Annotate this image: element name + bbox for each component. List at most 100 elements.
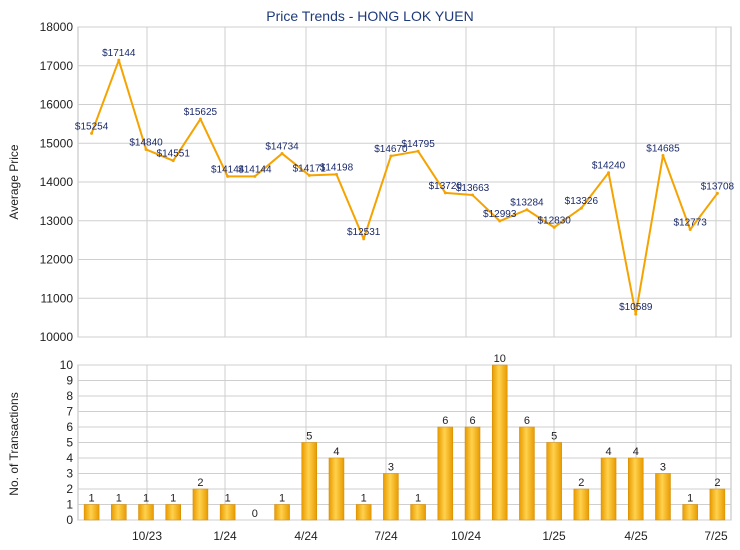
price-data-label: $12773 bbox=[674, 218, 708, 229]
transaction-bar bbox=[219, 504, 236, 521]
transaction-bar bbox=[83, 504, 100, 521]
price-data-label: $14144 bbox=[211, 164, 245, 175]
price-axis-title: Average Price bbox=[7, 144, 21, 219]
price-point bbox=[362, 237, 366, 241]
x-tick-label: 4/24 bbox=[294, 529, 318, 543]
transaction-bar bbox=[410, 504, 426, 521]
transaction-bar bbox=[628, 457, 644, 521]
price-point bbox=[525, 208, 529, 212]
transaction-count-label: 1 bbox=[170, 493, 176, 505]
price-tick-label: 18000 bbox=[40, 20, 74, 34]
price-tick-label: 13000 bbox=[40, 214, 74, 228]
price-tick-label: 12000 bbox=[40, 253, 74, 267]
transaction-count-label: 1 bbox=[361, 493, 367, 505]
price-data-label: $12993 bbox=[483, 209, 517, 220]
price-data-label: $13326 bbox=[565, 196, 599, 207]
price-data-label: $14840 bbox=[129, 137, 163, 148]
price-data-label: $14240 bbox=[592, 161, 626, 172]
price-data-label: $13284 bbox=[510, 198, 544, 209]
price-data-label: $14198 bbox=[320, 162, 354, 173]
transaction-bar bbox=[519, 426, 535, 521]
price-point bbox=[144, 147, 148, 151]
price-point bbox=[715, 191, 719, 195]
transaction-count-label: 2 bbox=[578, 477, 584, 489]
transaction-count-label: 1 bbox=[116, 493, 122, 505]
price-tick-label: 17000 bbox=[40, 59, 74, 73]
price-series-line bbox=[90, 59, 719, 316]
price-point bbox=[552, 225, 556, 229]
price-tick-label: 14000 bbox=[40, 175, 74, 189]
transaction-count-label: 1 bbox=[143, 493, 149, 505]
transactions-tick-label: 4 bbox=[66, 451, 73, 465]
price-data-label: $14144 bbox=[238, 164, 272, 175]
transaction-count-label: 2 bbox=[714, 477, 720, 489]
transaction-bar bbox=[383, 473, 399, 521]
transaction-count-label: 1 bbox=[415, 493, 421, 505]
transaction-bar bbox=[464, 426, 481, 521]
x-tick-label: 4/25 bbox=[624, 529, 648, 543]
price-point bbox=[171, 159, 175, 163]
price-point bbox=[280, 152, 284, 156]
transaction-bar bbox=[709, 488, 726, 521]
transaction-bar bbox=[192, 488, 209, 521]
price-point bbox=[471, 193, 475, 197]
price-data-label: $14171 bbox=[293, 163, 327, 174]
price-data-label: $13720 bbox=[429, 181, 463, 192]
transaction-bar bbox=[111, 504, 127, 521]
price-point bbox=[634, 312, 638, 316]
transactions-tick-label: 6 bbox=[66, 420, 73, 434]
chart-title: Price Trends - HONG LOK YUEN bbox=[266, 8, 473, 24]
transaction-count-label: 10 bbox=[494, 353, 506, 365]
transactions-tick-label: 5 bbox=[66, 436, 73, 450]
transaction-bar bbox=[546, 442, 562, 521]
price-point bbox=[198, 117, 202, 121]
price-point bbox=[416, 149, 420, 153]
price-point bbox=[579, 206, 583, 210]
transaction-bar bbox=[600, 457, 617, 521]
price-point bbox=[226, 174, 230, 178]
transaction-count-label: 6 bbox=[469, 415, 475, 427]
transaction-count-label: 3 bbox=[388, 462, 394, 474]
transaction-bar bbox=[355, 504, 372, 521]
price-tick-label: 10000 bbox=[40, 330, 74, 344]
price-tick-label: 16000 bbox=[40, 98, 74, 112]
transaction-count-label: 4 bbox=[333, 446, 339, 458]
price-point bbox=[334, 172, 338, 176]
transactions-tick-label: 3 bbox=[66, 467, 73, 481]
price-data-label: $15625 bbox=[184, 107, 218, 118]
transactions-tick-label: 1 bbox=[66, 498, 73, 512]
transaction-bar bbox=[328, 457, 345, 521]
price-point bbox=[688, 228, 692, 232]
price-data-label: $14795 bbox=[401, 139, 435, 150]
transaction-bar bbox=[655, 473, 671, 521]
price-data-label: $17144 bbox=[102, 48, 136, 59]
x-tick-label: 1/24 bbox=[213, 529, 237, 543]
price-data-label: $14670 bbox=[374, 144, 408, 155]
transaction-count-label: 5 bbox=[306, 431, 312, 443]
price-line-plot: 10000 11000 12000 13000 14000 15000 16000 17000… bbox=[40, 20, 735, 344]
transaction-bar bbox=[165, 504, 181, 521]
price-point bbox=[90, 131, 94, 135]
transactions-tick-label: 9 bbox=[66, 374, 73, 388]
transaction-bar bbox=[138, 504, 154, 521]
price-data-label: $12531 bbox=[347, 227, 381, 238]
transaction-count-label: 5 bbox=[551, 431, 557, 443]
price-data-label: $13663 bbox=[456, 183, 490, 194]
transactions-tick-label: 0 bbox=[66, 513, 73, 527]
price-point bbox=[389, 154, 393, 158]
transaction-count-label: 1 bbox=[225, 493, 231, 505]
transaction-bar bbox=[301, 442, 318, 521]
transaction-bar bbox=[682, 504, 698, 521]
transactions-tick-label: 8 bbox=[66, 389, 73, 403]
price-tick-label: 15000 bbox=[40, 136, 74, 150]
price-point bbox=[307, 173, 311, 177]
transaction-bar bbox=[274, 504, 290, 521]
price-tick-label: 11000 bbox=[41, 291, 74, 305]
transaction-count-label: 2 bbox=[197, 477, 203, 489]
price-data-label: $14551 bbox=[157, 149, 191, 160]
transaction-count-label: 4 bbox=[633, 446, 639, 458]
transaction-count-label: 6 bbox=[524, 415, 530, 427]
price-data-label: $12830 bbox=[537, 215, 571, 226]
